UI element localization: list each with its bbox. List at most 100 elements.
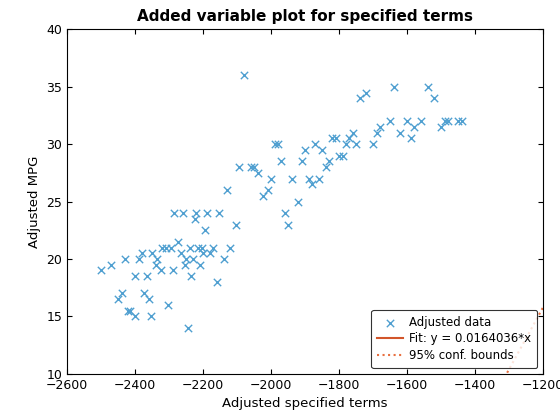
Adjusted data: [454, 118, 463, 125]
Adjusted data: [294, 198, 303, 205]
Adjusted data: [281, 210, 290, 216]
Adjusted data: [314, 175, 323, 182]
Adjusted data: [130, 273, 139, 280]
Adjusted data: [194, 244, 203, 251]
Adjusted data: [180, 261, 189, 268]
Title: Added variable plot for specified terms: Added variable plot for specified terms: [137, 9, 473, 24]
Adjusted data: [240, 72, 249, 79]
Adjusted data: [284, 221, 293, 228]
Adjusted data: [182, 256, 191, 262]
Adjusted data: [117, 290, 126, 297]
Adjusted data: [185, 244, 194, 251]
Adjusted data: [345, 135, 354, 142]
Adjusted data: [107, 261, 116, 268]
95% conf. bounds: [540, 304, 547, 310]
Adjusted data: [166, 244, 175, 251]
Adjusted data: [151, 261, 160, 268]
Adjusted data: [125, 307, 134, 314]
Line: 95% conf. bounds: 95% conf. bounds: [67, 307, 543, 420]
Adjusted data: [301, 147, 310, 153]
Adjusted data: [231, 221, 240, 228]
Adjusted data: [246, 164, 255, 171]
Adjusted data: [114, 296, 123, 302]
Adjusted data: [362, 89, 371, 96]
Adjusted data: [273, 141, 282, 147]
Adjusted data: [120, 256, 129, 262]
Adjusted data: [267, 175, 276, 182]
Adjusted data: [148, 250, 157, 257]
Adjusted data: [270, 141, 279, 147]
Adjusted data: [263, 187, 272, 194]
Adjusted data: [189, 256, 198, 262]
Adjusted data: [304, 175, 313, 182]
Adjusted data: [219, 256, 228, 262]
Adjusted data: [352, 141, 361, 147]
Adjusted data: [192, 210, 201, 216]
Adjusted data: [168, 267, 177, 274]
Adjusted data: [144, 296, 153, 302]
Adjusted data: [325, 158, 334, 165]
Adjusted data: [368, 141, 377, 147]
Adjusted data: [328, 135, 337, 142]
Adjusted data: [258, 192, 267, 199]
Adjusted data: [318, 147, 326, 153]
Adjusted data: [209, 244, 218, 251]
Adjusted data: [173, 239, 182, 245]
Adjusted data: [332, 135, 340, 142]
Adjusted data: [403, 118, 412, 125]
Adjusted data: [156, 267, 165, 274]
Adjusted data: [176, 250, 185, 257]
Adjusted data: [396, 129, 405, 136]
Adjusted data: [226, 244, 235, 251]
Adjusted data: [287, 175, 296, 182]
Adjusted data: [197, 244, 206, 251]
Adjusted data: [134, 256, 143, 262]
Adjusted data: [409, 123, 418, 130]
Adjusted data: [406, 135, 415, 142]
Adjusted data: [430, 95, 439, 102]
Adjusted data: [444, 118, 452, 125]
Adjusted data: [457, 118, 466, 125]
Adjusted data: [163, 302, 172, 308]
Adjusted data: [184, 325, 193, 331]
Adjusted data: [307, 181, 316, 188]
Adjusted data: [372, 129, 381, 136]
Adjusted data: [386, 118, 395, 125]
Adjusted data: [124, 307, 133, 314]
Adjusted data: [416, 118, 425, 125]
Adjusted data: [250, 164, 259, 171]
Adjusted data: [195, 261, 204, 268]
Adjusted data: [200, 227, 209, 234]
Adjusted data: [199, 250, 208, 257]
Adjusted data: [190, 215, 199, 222]
Adjusted data: [277, 158, 286, 165]
Legend: Adjusted data, Fit: y = 0.0164036*x, 95% conf. bounds: Adjusted data, Fit: y = 0.0164036*x, 95%…: [371, 310, 537, 368]
X-axis label: Adjusted specified terms: Adjusted specified terms: [222, 397, 388, 410]
Adjusted data: [376, 123, 385, 130]
Adjusted data: [253, 170, 262, 176]
Adjusted data: [348, 129, 357, 136]
Adjusted data: [214, 210, 223, 216]
Adjusted data: [161, 244, 170, 251]
Y-axis label: Adjusted MPG: Adjusted MPG: [28, 155, 41, 248]
Adjusted data: [153, 256, 162, 262]
Adjusted data: [158, 244, 167, 251]
Adjusted data: [355, 95, 364, 102]
Adjusted data: [139, 290, 148, 297]
Adjusted data: [206, 250, 214, 257]
Adjusted data: [389, 84, 398, 90]
Adjusted data: [440, 118, 449, 125]
Adjusted data: [170, 210, 179, 216]
Adjusted data: [342, 141, 351, 147]
Adjusted data: [222, 187, 231, 194]
Adjusted data: [311, 141, 320, 147]
Adjusted data: [130, 313, 139, 320]
Adjusted data: [297, 158, 306, 165]
Adjusted data: [138, 250, 147, 257]
Adjusted data: [146, 313, 155, 320]
Adjusted data: [143, 273, 152, 280]
Adjusted data: [423, 84, 432, 90]
Adjusted data: [97, 267, 106, 274]
Adjusted data: [235, 164, 244, 171]
Adjusted data: [202, 210, 211, 216]
